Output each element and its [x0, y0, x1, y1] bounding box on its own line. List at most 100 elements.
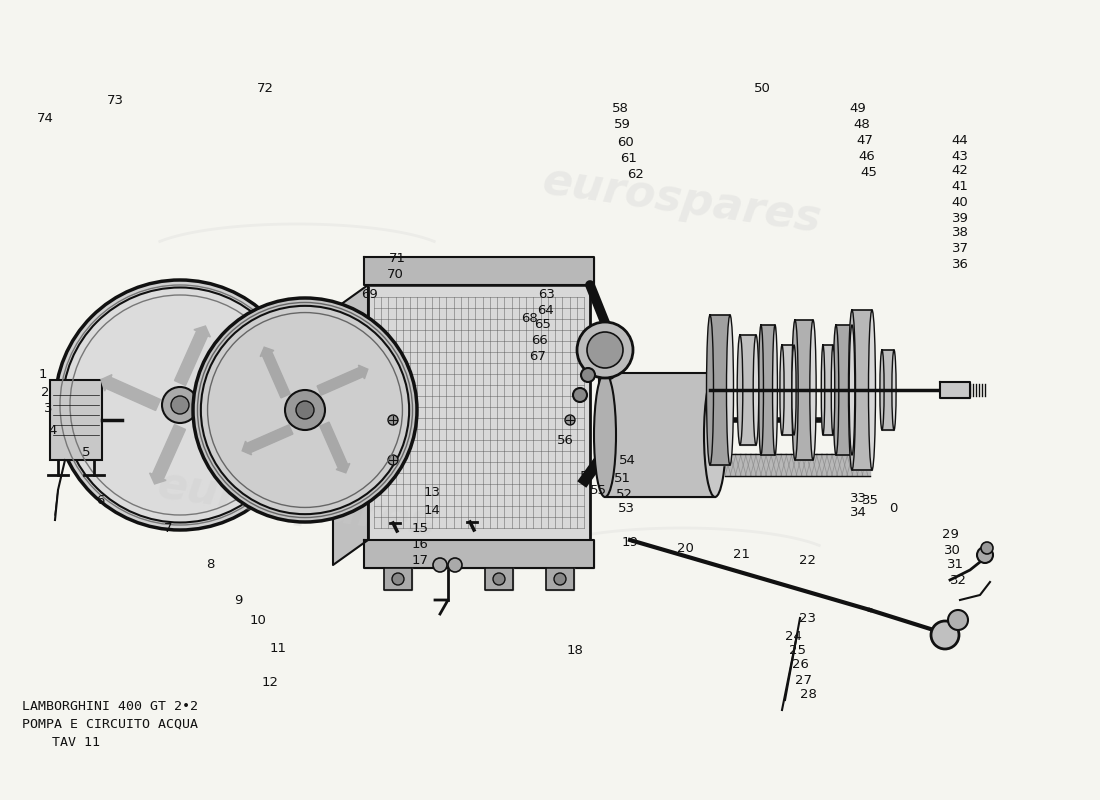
Text: 66: 66 — [531, 334, 549, 346]
Text: POMPA E CIRCUITO ACQUA: POMPA E CIRCUITO ACQUA — [22, 718, 198, 731]
Text: 25: 25 — [789, 643, 805, 657]
Text: 40: 40 — [952, 195, 968, 209]
FancyArrow shape — [175, 326, 210, 386]
Text: 41: 41 — [952, 181, 968, 194]
Text: 16: 16 — [411, 538, 428, 550]
Polygon shape — [485, 568, 513, 590]
Text: 46: 46 — [859, 150, 876, 163]
Text: 58: 58 — [612, 102, 628, 114]
Text: 42: 42 — [952, 165, 968, 178]
Ellipse shape — [706, 315, 714, 465]
Text: 60: 60 — [617, 135, 634, 149]
Circle shape — [388, 415, 398, 425]
Circle shape — [392, 573, 404, 585]
Circle shape — [192, 298, 417, 522]
Text: 3: 3 — [44, 402, 53, 414]
Ellipse shape — [754, 335, 759, 445]
Text: 67: 67 — [529, 350, 547, 362]
Text: 5: 5 — [81, 446, 90, 458]
Polygon shape — [546, 568, 574, 590]
Text: 63: 63 — [539, 287, 556, 301]
Text: LAMBORGHINI 400 GT 2•2: LAMBORGHINI 400 GT 2•2 — [22, 700, 198, 713]
Text: 65: 65 — [535, 318, 551, 331]
Circle shape — [170, 396, 189, 414]
Text: 53: 53 — [617, 502, 635, 514]
Text: 26: 26 — [792, 658, 808, 671]
Ellipse shape — [822, 345, 825, 435]
Text: 8: 8 — [206, 558, 214, 571]
FancyArrow shape — [242, 425, 293, 455]
Text: 45: 45 — [860, 166, 878, 179]
Bar — [50, 380, 102, 460]
Circle shape — [578, 322, 632, 378]
Text: 64: 64 — [537, 303, 553, 317]
Text: 51: 51 — [614, 471, 630, 485]
Circle shape — [587, 332, 623, 368]
Ellipse shape — [869, 310, 876, 470]
Ellipse shape — [772, 325, 778, 455]
Text: 47: 47 — [857, 134, 873, 147]
Polygon shape — [368, 285, 590, 540]
Text: 19: 19 — [621, 535, 638, 549]
Text: 23: 23 — [800, 611, 816, 625]
Polygon shape — [836, 325, 852, 455]
Text: 62: 62 — [628, 169, 645, 182]
Text: 20: 20 — [676, 542, 693, 554]
Circle shape — [948, 610, 968, 630]
Text: 14: 14 — [424, 503, 440, 517]
FancyArrow shape — [101, 374, 161, 410]
Text: 10: 10 — [250, 614, 266, 626]
Text: 12: 12 — [262, 675, 278, 689]
Text: 9: 9 — [234, 594, 242, 606]
Polygon shape — [364, 540, 594, 568]
Text: 57: 57 — [580, 470, 596, 482]
Circle shape — [63, 287, 297, 522]
Circle shape — [977, 547, 993, 563]
Text: 29: 29 — [942, 529, 958, 542]
Text: 70: 70 — [386, 267, 404, 281]
Text: eurospares: eurospares — [155, 463, 439, 545]
Circle shape — [201, 306, 409, 514]
Text: 74: 74 — [36, 111, 54, 125]
Text: 54: 54 — [618, 454, 636, 466]
Ellipse shape — [880, 350, 884, 430]
Text: TAV 11: TAV 11 — [52, 736, 100, 749]
Polygon shape — [852, 310, 872, 470]
Text: 72: 72 — [256, 82, 274, 94]
Text: 15: 15 — [411, 522, 429, 534]
Ellipse shape — [704, 373, 726, 497]
Polygon shape — [761, 325, 776, 455]
Text: 55: 55 — [590, 483, 606, 497]
Text: eurospares: eurospares — [540, 159, 824, 241]
Ellipse shape — [780, 345, 784, 435]
Circle shape — [55, 280, 305, 530]
Text: 56: 56 — [557, 434, 573, 446]
Circle shape — [448, 558, 462, 572]
Text: 13: 13 — [424, 486, 440, 498]
Polygon shape — [795, 320, 813, 460]
Polygon shape — [333, 285, 369, 565]
Text: 39: 39 — [952, 211, 968, 225]
Text: 27: 27 — [795, 674, 813, 686]
Text: 38: 38 — [952, 226, 968, 239]
Text: 35: 35 — [861, 494, 879, 506]
Text: 31: 31 — [946, 558, 964, 571]
Text: 48: 48 — [854, 118, 870, 131]
Polygon shape — [823, 345, 833, 435]
Text: 30: 30 — [944, 543, 960, 557]
Ellipse shape — [737, 335, 742, 445]
Circle shape — [565, 415, 575, 425]
FancyArrow shape — [199, 399, 258, 435]
Text: 4: 4 — [48, 423, 57, 437]
Text: 59: 59 — [614, 118, 630, 131]
Text: 68: 68 — [521, 311, 538, 325]
Ellipse shape — [810, 320, 816, 460]
Ellipse shape — [833, 325, 839, 455]
Text: 17: 17 — [411, 554, 429, 566]
Text: 21: 21 — [734, 549, 750, 562]
Polygon shape — [384, 568, 412, 590]
Ellipse shape — [849, 325, 855, 455]
Text: 32: 32 — [949, 574, 967, 586]
Polygon shape — [782, 345, 794, 435]
Circle shape — [931, 621, 959, 649]
